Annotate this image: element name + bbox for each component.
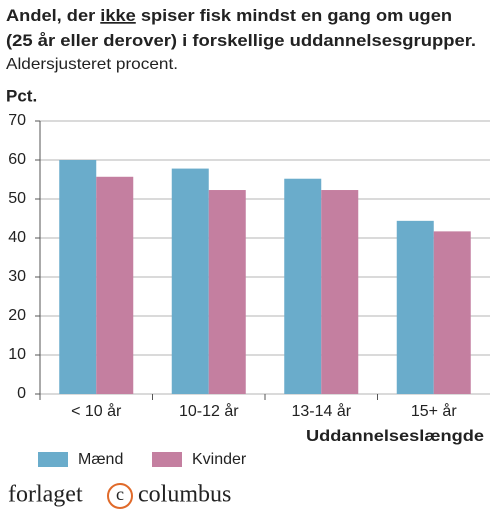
y-tick-label: 20 xyxy=(8,307,26,324)
y-tick-label: 40 xyxy=(8,229,26,246)
x-axis-label: Uddannelseslængde xyxy=(306,428,484,445)
publisher-logo: forlaget c columbus xyxy=(8,482,231,509)
x-tick-label: 10-12 år xyxy=(179,402,239,420)
y-tick-label: 0 xyxy=(17,385,26,402)
bar xyxy=(59,160,97,394)
bar xyxy=(433,231,471,394)
legend-label: Mænd xyxy=(78,451,123,468)
y-tick-label: 70 xyxy=(8,112,26,129)
chart-title: Andel, der ikke spiser fisk mindst en ga… xyxy=(6,6,452,25)
x-tick-label: 13-14 år xyxy=(291,402,351,420)
bar xyxy=(321,190,359,394)
legend-label: Kvinder xyxy=(192,451,247,468)
bar xyxy=(208,190,246,394)
x-tick-label: 15+ år xyxy=(411,402,457,420)
publisher-right: columbus xyxy=(138,482,231,508)
x-tick-label: < 10 år xyxy=(71,402,122,420)
bar xyxy=(96,176,134,394)
title-part: spiser fisk mindst en gang om ugen xyxy=(136,6,452,25)
publisher-left: forlaget xyxy=(8,482,83,508)
legend-swatch xyxy=(152,452,182,467)
y-axis-label: Pct. xyxy=(6,86,37,105)
bar xyxy=(396,220,434,394)
chart-title: (25 år eller derover) i forskellige udda… xyxy=(6,31,476,50)
y-tick-label: 30 xyxy=(8,268,26,285)
y-tick-label: 50 xyxy=(8,190,26,207)
title-part: (25 år eller derover) i forskellige udda… xyxy=(6,31,476,50)
y-tick-label: 60 xyxy=(8,151,26,168)
bar xyxy=(284,178,322,394)
title-part: Andel, der xyxy=(6,6,100,25)
y-tick-label: 10 xyxy=(8,346,26,363)
title-part: ikke xyxy=(100,6,136,25)
bar xyxy=(171,168,209,394)
logo-circle xyxy=(107,483,133,509)
publisher-mark: c xyxy=(116,484,124,504)
legend-swatch xyxy=(38,452,68,467)
subtitle: Aldersjusteret procent. xyxy=(6,56,178,73)
